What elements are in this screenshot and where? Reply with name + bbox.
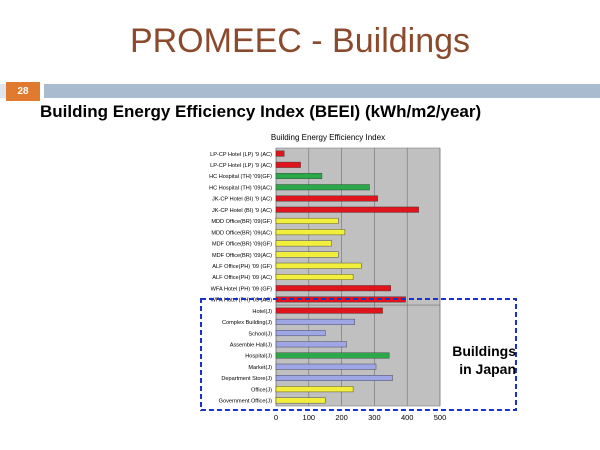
category-label: WFA Hotel (PH) '09 (GF) xyxy=(211,286,273,292)
bar xyxy=(275,150,285,157)
category-label: JK-CP Hotel (BI) '9 (AC) xyxy=(212,208,272,214)
bar xyxy=(275,386,354,393)
bar xyxy=(275,363,377,370)
bar xyxy=(275,251,339,258)
category-label: JK-CP Hotel (BI) '9 (AC) xyxy=(212,197,272,203)
bar xyxy=(275,375,393,381)
category-label: LP-CP Hotel (LP) '9 (AC) xyxy=(210,163,272,169)
page-number-badge: 28 xyxy=(6,82,40,101)
bar xyxy=(275,352,390,359)
x-tick-label: 0 xyxy=(274,413,278,422)
bar xyxy=(275,195,378,202)
bar xyxy=(275,184,370,191)
x-tick-label: 400 xyxy=(401,413,414,422)
bar xyxy=(275,285,392,292)
category-label: Department Store(J) xyxy=(221,376,272,382)
bar xyxy=(275,161,301,168)
bar xyxy=(275,274,354,280)
category-label: MDF Office(BR) '09(GF) xyxy=(212,242,272,248)
japan-highlight-box xyxy=(200,298,517,412)
bar xyxy=(275,397,326,404)
bar xyxy=(275,173,323,179)
category-label: MDD Office(BR) '09(GF) xyxy=(211,219,272,225)
category-label: ALF Office(PH) '09 (GF) xyxy=(212,264,272,270)
category-label: Assemble Hall(J) xyxy=(230,343,272,349)
x-tick-label: 500 xyxy=(434,413,447,422)
bar xyxy=(275,229,346,236)
bar xyxy=(275,330,326,337)
japan-label-line2: in Japan xyxy=(459,361,516,377)
category-label: Complex Building(J) xyxy=(222,320,272,326)
category-label: Market(J) xyxy=(248,365,272,371)
bar xyxy=(275,262,362,269)
category-label: MDD Office(BR) '09(AC) xyxy=(211,230,272,236)
bar xyxy=(275,307,383,314)
category-label: School(J) xyxy=(248,331,272,337)
x-tick-label: 300 xyxy=(368,413,381,422)
chart-title: Building Energy Efficiency Index xyxy=(271,133,385,142)
slide-subtitle: Building Energy Efficiency Index (BEEI) … xyxy=(40,102,482,121)
category-label: LP-CP Hotel (LP) '9 (AC) xyxy=(210,152,272,158)
category-label: Hotel(J) xyxy=(252,309,272,315)
bar xyxy=(275,217,339,224)
bar xyxy=(275,206,419,213)
category-label: HC Hospital (TH) '09(GF) xyxy=(209,174,272,180)
bar xyxy=(275,240,332,247)
header-band xyxy=(44,84,600,98)
x-tick-label: 100 xyxy=(303,413,316,422)
x-tick-label: 200 xyxy=(335,413,348,422)
category-label: WFA Hotel (PH) '09 (AC) xyxy=(211,298,273,304)
bar xyxy=(275,341,347,348)
slide-title: PROMEEC - Buildings xyxy=(129,22,471,60)
japan-group-label: Buildings in Japan xyxy=(436,342,516,378)
category-label: Hospital(J) xyxy=(245,354,272,360)
bar xyxy=(275,318,355,325)
japan-label-line1: Buildings xyxy=(452,343,516,359)
category-label: MDF Office(BR) '09(AC) xyxy=(212,253,272,259)
category-label: Government Office(J) xyxy=(219,399,273,405)
category-label: Office(J) xyxy=(251,387,272,393)
category-label: HC Hospital (TH) '09(AC) xyxy=(209,185,272,191)
category-label: ALF Office(PH) '09 (AC) xyxy=(212,275,272,281)
